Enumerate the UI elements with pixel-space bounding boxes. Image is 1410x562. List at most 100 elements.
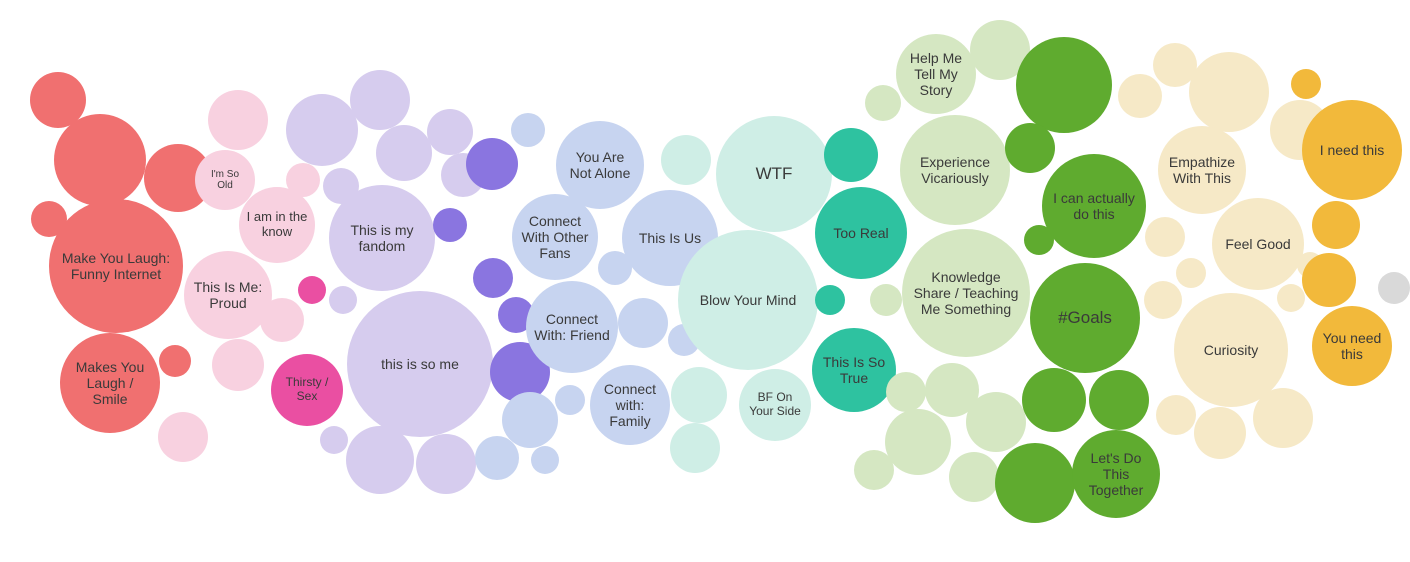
bubble-label: Too Real [823, 225, 899, 241]
bubble-lav-c [376, 125, 432, 181]
bubble-this-is-my-fandom: This is my fandom [329, 185, 435, 291]
bubble-label: WTF [725, 164, 824, 184]
bubble-label: Thirsty / Sex [279, 376, 336, 404]
bubble-bf-on-your-side: BF On Your Side [739, 369, 811, 441]
bubble-lav-f [320, 426, 348, 454]
bubble-label: Make You Laugh: Funny Internet [58, 250, 174, 282]
bubble-lav-e [329, 286, 357, 314]
bubble-connect-with-family: Connect with: Family [590, 365, 670, 445]
bubble-you-need-this: You need this [1312, 306, 1392, 386]
bubble-label: This Is Us [630, 230, 710, 246]
bubble-label: Connect With: Friend [534, 311, 610, 343]
bubble-label: Blow Your Mind [687, 292, 809, 308]
bubble-this-is-so-true: This Is So True [812, 328, 896, 412]
bubble-label: You Are Not Alone [564, 149, 636, 181]
bubble-blue-a [511, 113, 545, 147]
bubble-cream-i [1194, 407, 1246, 459]
bubble-make-you-laugh-funny-internet: Make You Laugh: Funny Internet [49, 199, 183, 333]
bubble-this-is-so-me: this is so me [347, 291, 493, 437]
bubble-sage-h [966, 392, 1026, 452]
bubble-cream-f [1144, 281, 1182, 319]
bubble-pink-c [212, 339, 264, 391]
bubble-gold-a [1291, 69, 1321, 99]
bubble-blue-d [555, 385, 585, 415]
bubble-sage-a [865, 85, 901, 121]
bubble-label: This Is So True [820, 354, 888, 386]
bubble-experience-vicariously: Experience Vicariously [900, 115, 1010, 225]
bubble-empathize-with-this: Empathize With This [1158, 126, 1246, 214]
bubble-sage-e [885, 409, 951, 475]
bubble-green-e [1089, 370, 1149, 430]
bubble-knowledge-share: Knowledge Share / Teaching Me Something [902, 229, 1030, 357]
bubble-label: #Goals [1038, 308, 1131, 328]
bubble-pink-d [260, 298, 304, 342]
bubble-label: Feel Good [1220, 236, 1296, 252]
bubble-label: I need this [1310, 142, 1394, 158]
bubble-blue-h [531, 446, 559, 474]
bubble-label: You need this [1320, 330, 1385, 362]
bubble-cream-j [1253, 388, 1313, 448]
bubble-green-b [1005, 123, 1055, 173]
bubble-cream-g [1277, 284, 1305, 312]
bubble-cream-h [1156, 395, 1196, 435]
bubble-lav-g [346, 426, 414, 494]
bubble-help-me-tell-my-story: Help Me Tell My Story [896, 34, 976, 114]
bubble-green-f [995, 443, 1075, 523]
bubble-gold-b [1312, 201, 1360, 249]
bubble-label: Connect With Other Fans [520, 213, 590, 261]
bubble-lav-a [286, 94, 358, 166]
bubble-label: BF On Your Side [747, 391, 804, 419]
bubble-purp-b [433, 208, 467, 242]
bubble-green-a [1016, 37, 1112, 133]
bubble-mint-c [670, 423, 720, 473]
bubble-gold-c [1302, 253, 1356, 307]
bubble-green-c [1024, 225, 1054, 255]
bubble-sage-f [854, 450, 894, 490]
bubble-cream-d [1145, 217, 1185, 257]
bubble-gray-a [1378, 272, 1410, 304]
bubble-sage-c [870, 284, 902, 316]
bubble-i-can-actually-do-this: I can actually do this [1042, 154, 1146, 258]
bubble-mint-a [661, 135, 711, 185]
bubble-mint-b [671, 367, 727, 423]
bubble-label: Let's Do This Together [1080, 450, 1152, 498]
bubble-label: This is my fandom [337, 222, 426, 254]
bubble-cream-a [1118, 74, 1162, 118]
bubble-purp-c [473, 258, 513, 298]
bubble-magenta-a [298, 276, 326, 304]
bubble-lav-h [427, 109, 473, 155]
bubble-i-am-in-the-know: I am in the know [239, 187, 315, 263]
bubble-label: Knowledge Share / Teaching Me Something [911, 269, 1021, 317]
bubble-red-e [159, 345, 191, 377]
bubble-blow-your-mind: Blow Your Mind [678, 230, 818, 370]
bubble-label: Connect with: Family [598, 381, 663, 429]
bubble-wtf: WTF [716, 116, 832, 232]
bubble-lav-j [416, 434, 476, 494]
bubble-label: Makes You Laugh / Smile [68, 359, 152, 407]
bubble-blue-c [618, 298, 668, 348]
bubble-label: Experience Vicariously [908, 154, 1001, 186]
bubble-connect-with-other-fans: Connect With Other Fans [512, 194, 598, 280]
bubble-cream-e [1176, 258, 1206, 288]
bubble-makes-you-laugh-smile: Makes You Laugh / Smile [60, 333, 160, 433]
bubble-this-is-me-proud: This Is Me: Proud [184, 251, 272, 339]
bubble-sage-d [886, 372, 926, 412]
bubble-feel-good: Feel Good [1212, 198, 1304, 290]
bubble-label: I'm So Old [202, 169, 248, 192]
bubble-thirsty-sex: Thirsty / Sex [271, 354, 343, 426]
bubble-label: I am in the know [247, 210, 308, 240]
bubble-label: Curiosity [1183, 342, 1280, 358]
bubble-sage-i [949, 452, 999, 502]
bubble-lav-b [350, 70, 410, 130]
bubble-pink-a [208, 90, 268, 150]
bubble-goals: #Goals [1030, 263, 1140, 373]
bubble-label: Empathize With This [1166, 154, 1238, 186]
bubble-connect-with-friend: Connect With: Friend [526, 281, 618, 373]
bubble-teal-a [824, 128, 878, 182]
bubble-chart: Make You Laugh: Funny Internet Makes You … [0, 0, 1410, 562]
bubble-purp-a [466, 138, 518, 190]
bubble-too-real: Too Real [815, 187, 907, 279]
bubble-red-b [54, 114, 146, 206]
bubble-label: Help Me Tell My Story [904, 50, 969, 98]
bubble-label: This Is Me: Proud [192, 279, 264, 311]
